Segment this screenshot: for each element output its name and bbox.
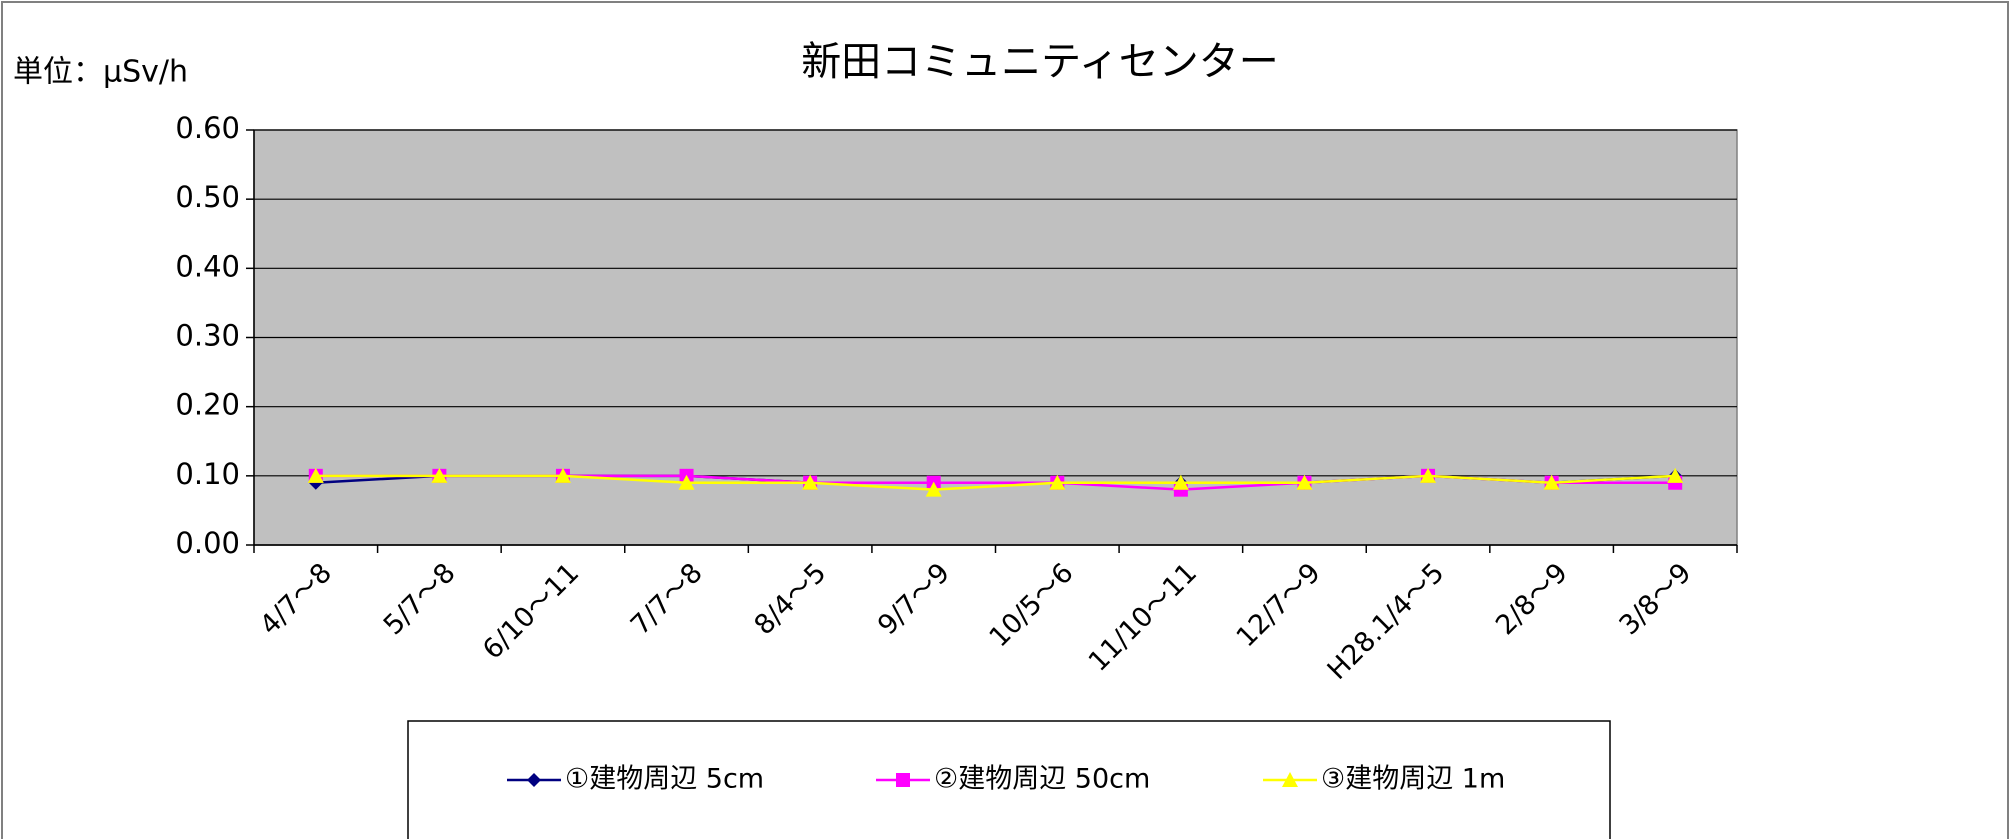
y-tick-label: 0.60 bbox=[175, 111, 240, 145]
legend-marker bbox=[1282, 772, 1298, 787]
legend-marker bbox=[896, 773, 910, 787]
point bbox=[1420, 467, 1437, 483]
point bbox=[1049, 474, 1066, 490]
legend-label: ②建物周辺 50cm bbox=[934, 764, 1150, 795]
legend-label: ①建物周辺 5cm bbox=[565, 764, 764, 795]
point bbox=[307, 467, 324, 483]
legend-box bbox=[407, 720, 1611, 839]
legend-label: ③建物周辺 1m bbox=[1321, 764, 1505, 795]
point bbox=[925, 481, 942, 497]
point bbox=[554, 467, 571, 483]
chart-title: 新田コミュニティセンター bbox=[801, 39, 1279, 85]
point bbox=[1667, 467, 1684, 483]
point bbox=[678, 474, 695, 490]
series-line bbox=[315, 474, 1676, 491]
y-tick-label: 0.50 bbox=[175, 180, 240, 214]
y-tick-label: 0.00 bbox=[175, 526, 240, 560]
point bbox=[1296, 474, 1313, 490]
y-tick-label: 0.20 bbox=[175, 388, 240, 422]
point bbox=[1543, 474, 1560, 490]
y-tick-label: 0.10 bbox=[175, 457, 240, 491]
y-tick-label: 0.30 bbox=[175, 319, 240, 353]
point bbox=[431, 467, 448, 483]
legend-marker bbox=[527, 773, 541, 787]
point bbox=[802, 474, 819, 490]
point bbox=[1172, 474, 1189, 490]
y-tick-label: 0.40 bbox=[175, 249, 240, 283]
y-axis-unit: 単位：μSv/h bbox=[13, 55, 188, 90]
